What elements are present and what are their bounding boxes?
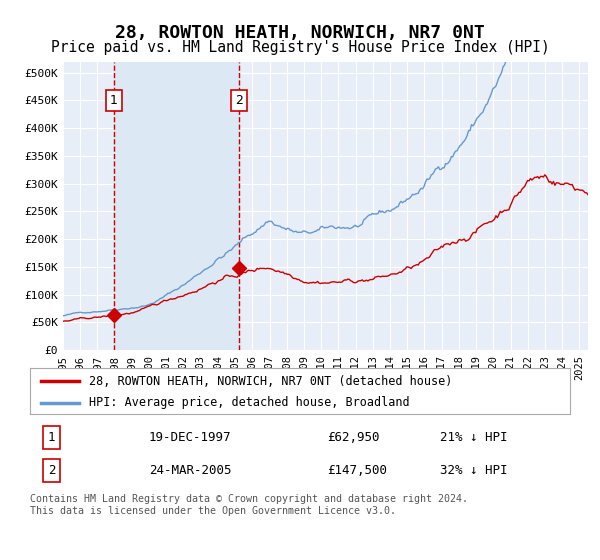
- Text: 2: 2: [235, 94, 243, 107]
- Text: 28, ROWTON HEATH, NORWICH, NR7 0NT: 28, ROWTON HEATH, NORWICH, NR7 0NT: [115, 24, 485, 42]
- Text: 21% ↓ HPI: 21% ↓ HPI: [440, 431, 508, 445]
- Text: £62,950: £62,950: [327, 431, 380, 445]
- Text: 24-MAR-2005: 24-MAR-2005: [149, 464, 232, 478]
- Text: HPI: Average price, detached house, Broadland: HPI: Average price, detached house, Broa…: [89, 396, 410, 409]
- Text: Contains HM Land Registry data © Crown copyright and database right 2024.
This d: Contains HM Land Registry data © Crown c…: [30, 494, 468, 516]
- Bar: [114, 62, 239, 350]
- Text: 1: 1: [110, 94, 118, 107]
- Text: 28, ROWTON HEATH, NORWICH, NR7 0NT (detached house): 28, ROWTON HEATH, NORWICH, NR7 0NT (deta…: [89, 375, 453, 388]
- Text: 19-DEC-1997: 19-DEC-1997: [149, 431, 232, 445]
- Text: 1: 1: [48, 431, 55, 445]
- Text: 32% ↓ HPI: 32% ↓ HPI: [440, 464, 508, 478]
- Text: Price paid vs. HM Land Registry's House Price Index (HPI): Price paid vs. HM Land Registry's House …: [50, 40, 550, 55]
- Text: 2: 2: [48, 464, 55, 478]
- Text: £147,500: £147,500: [327, 464, 387, 478]
